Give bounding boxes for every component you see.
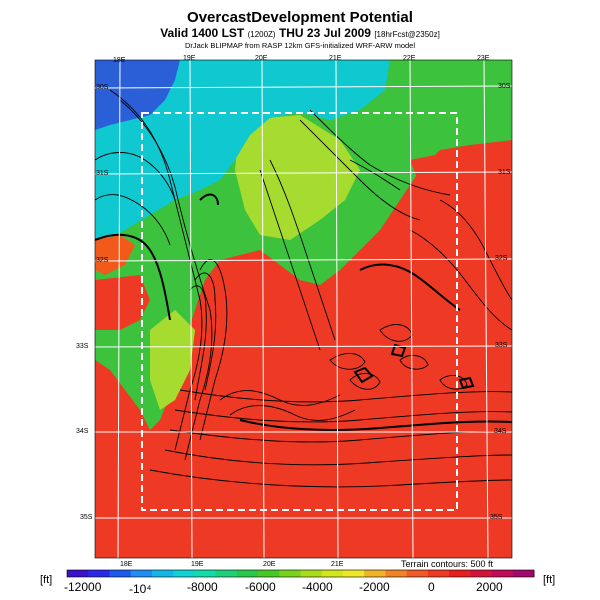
colorbar-swatch	[491, 570, 514, 577]
colorbar-swatch	[364, 570, 386, 577]
forecast-date: THU 23 Jul 2009	[278, 26, 371, 40]
utc-time: (1200Z)	[247, 30, 276, 39]
lat-lon-grid	[95, 60, 512, 558]
valid-time-line: Valid 1400 LST (1200Z) THU 23 Jul 2009 […	[0, 26, 600, 40]
colorbar-label: -8000	[187, 580, 218, 594]
top-lon-tick: 21E	[329, 55, 342, 62]
right-lat-tick: 30S	[498, 83, 511, 90]
red-patch-west	[95, 235, 135, 275]
colorbar-swatch	[236, 570, 259, 577]
colorbar-label: -12000	[64, 580, 102, 594]
colorbar-swatch	[279, 570, 301, 577]
bottom-lon-tick: 21E	[331, 561, 344, 568]
top-lon-tick: 22E	[403, 55, 416, 62]
top-lon-tick: 23E	[477, 55, 490, 62]
left-lat-tick: 35S	[80, 514, 93, 521]
map-title: OvercastDevelopment Potential	[187, 9, 413, 26]
colorbar-label: -2000	[359, 580, 390, 594]
red-patch-ne	[410, 145, 512, 215]
colorbar-swatch	[470, 570, 493, 577]
colorbar-swatch	[130, 570, 153, 577]
terrain-contour-note: Terrain contours: 500 ft	[401, 559, 494, 569]
bottom-lon-tick: 19E	[191, 561, 204, 568]
colorbar-unit-right: [ft]	[543, 574, 556, 586]
inner-domain-box	[141, 112, 458, 511]
source-line: DrJack BLIPMAP from RASP 12km GFS-initia…	[184, 41, 416, 50]
left-lat-tick: 31S	[96, 170, 109, 177]
colorbar-swatch	[300, 570, 323, 577]
bottom-lon-tick: 18E	[120, 561, 133, 568]
colorbar-swatch	[385, 570, 408, 577]
terrain-contours	[95, 89, 512, 488]
colorbar-swatch	[194, 570, 217, 577]
top-lon-tick: 18E	[113, 57, 126, 64]
right-lat-tick: 34S	[494, 428, 507, 435]
colorbar	[67, 570, 535, 577]
colorbar-label: -10⁴	[129, 582, 152, 596]
colorbar-swatch	[173, 570, 195, 577]
colorbar-swatch	[258, 570, 280, 577]
top-lon-tick: 19E	[183, 55, 196, 62]
cyan-zone	[95, 60, 390, 245]
right-lat-tick: 32S	[495, 255, 508, 262]
yellow-green-west	[150, 310, 195, 410]
left-lat-tick: 30S	[96, 84, 109, 91]
left-lat-tick: 33S	[76, 343, 89, 350]
colorbar-swatch	[215, 570, 238, 577]
colorbar-label: -4000	[302, 580, 333, 594]
major-contours	[95, 193, 512, 431]
colorbar-swatch	[512, 570, 535, 577]
colorbar-frame	[66, 569, 535, 578]
colorbar-swatch	[321, 570, 344, 577]
colorbar-swatch	[449, 570, 471, 577]
blue-zone	[95, 60, 180, 130]
colorbar-unit-left: [ft]	[40, 574, 53, 586]
valid-time: Valid 1400 LST	[160, 26, 245, 40]
map-field	[95, 60, 512, 558]
colorbar-label: 2000	[476, 580, 503, 594]
colorbar-swatch	[109, 570, 132, 577]
colorbar-swatch	[427, 570, 450, 577]
yellow-green-zone	[235, 115, 360, 240]
colorbar-label: -6000	[245, 580, 276, 594]
forecast-run: [18hrFcst@2350z]	[374, 30, 440, 39]
red-patch-west2	[95, 275, 150, 330]
colorbar-swatch	[406, 570, 429, 577]
right-lat-tick: 35S	[490, 514, 503, 521]
left-lat-tick: 32S	[96, 257, 109, 264]
top-lon-tick: 20E	[255, 55, 268, 62]
colorbar-swatch	[88, 570, 110, 577]
right-lat-tick: 33S	[495, 342, 508, 349]
colorbar-swatch	[67, 570, 89, 577]
left-lat-tick: 34S	[76, 428, 89, 435]
colorbar-label: 0	[428, 580, 435, 594]
colorbar-swatch	[151, 570, 174, 577]
colorbar-swatch	[342, 570, 365, 577]
map-frame	[94, 59, 513, 559]
right-lat-tick: 31S	[498, 169, 511, 176]
bottom-lon-tick: 20E	[263, 561, 276, 568]
